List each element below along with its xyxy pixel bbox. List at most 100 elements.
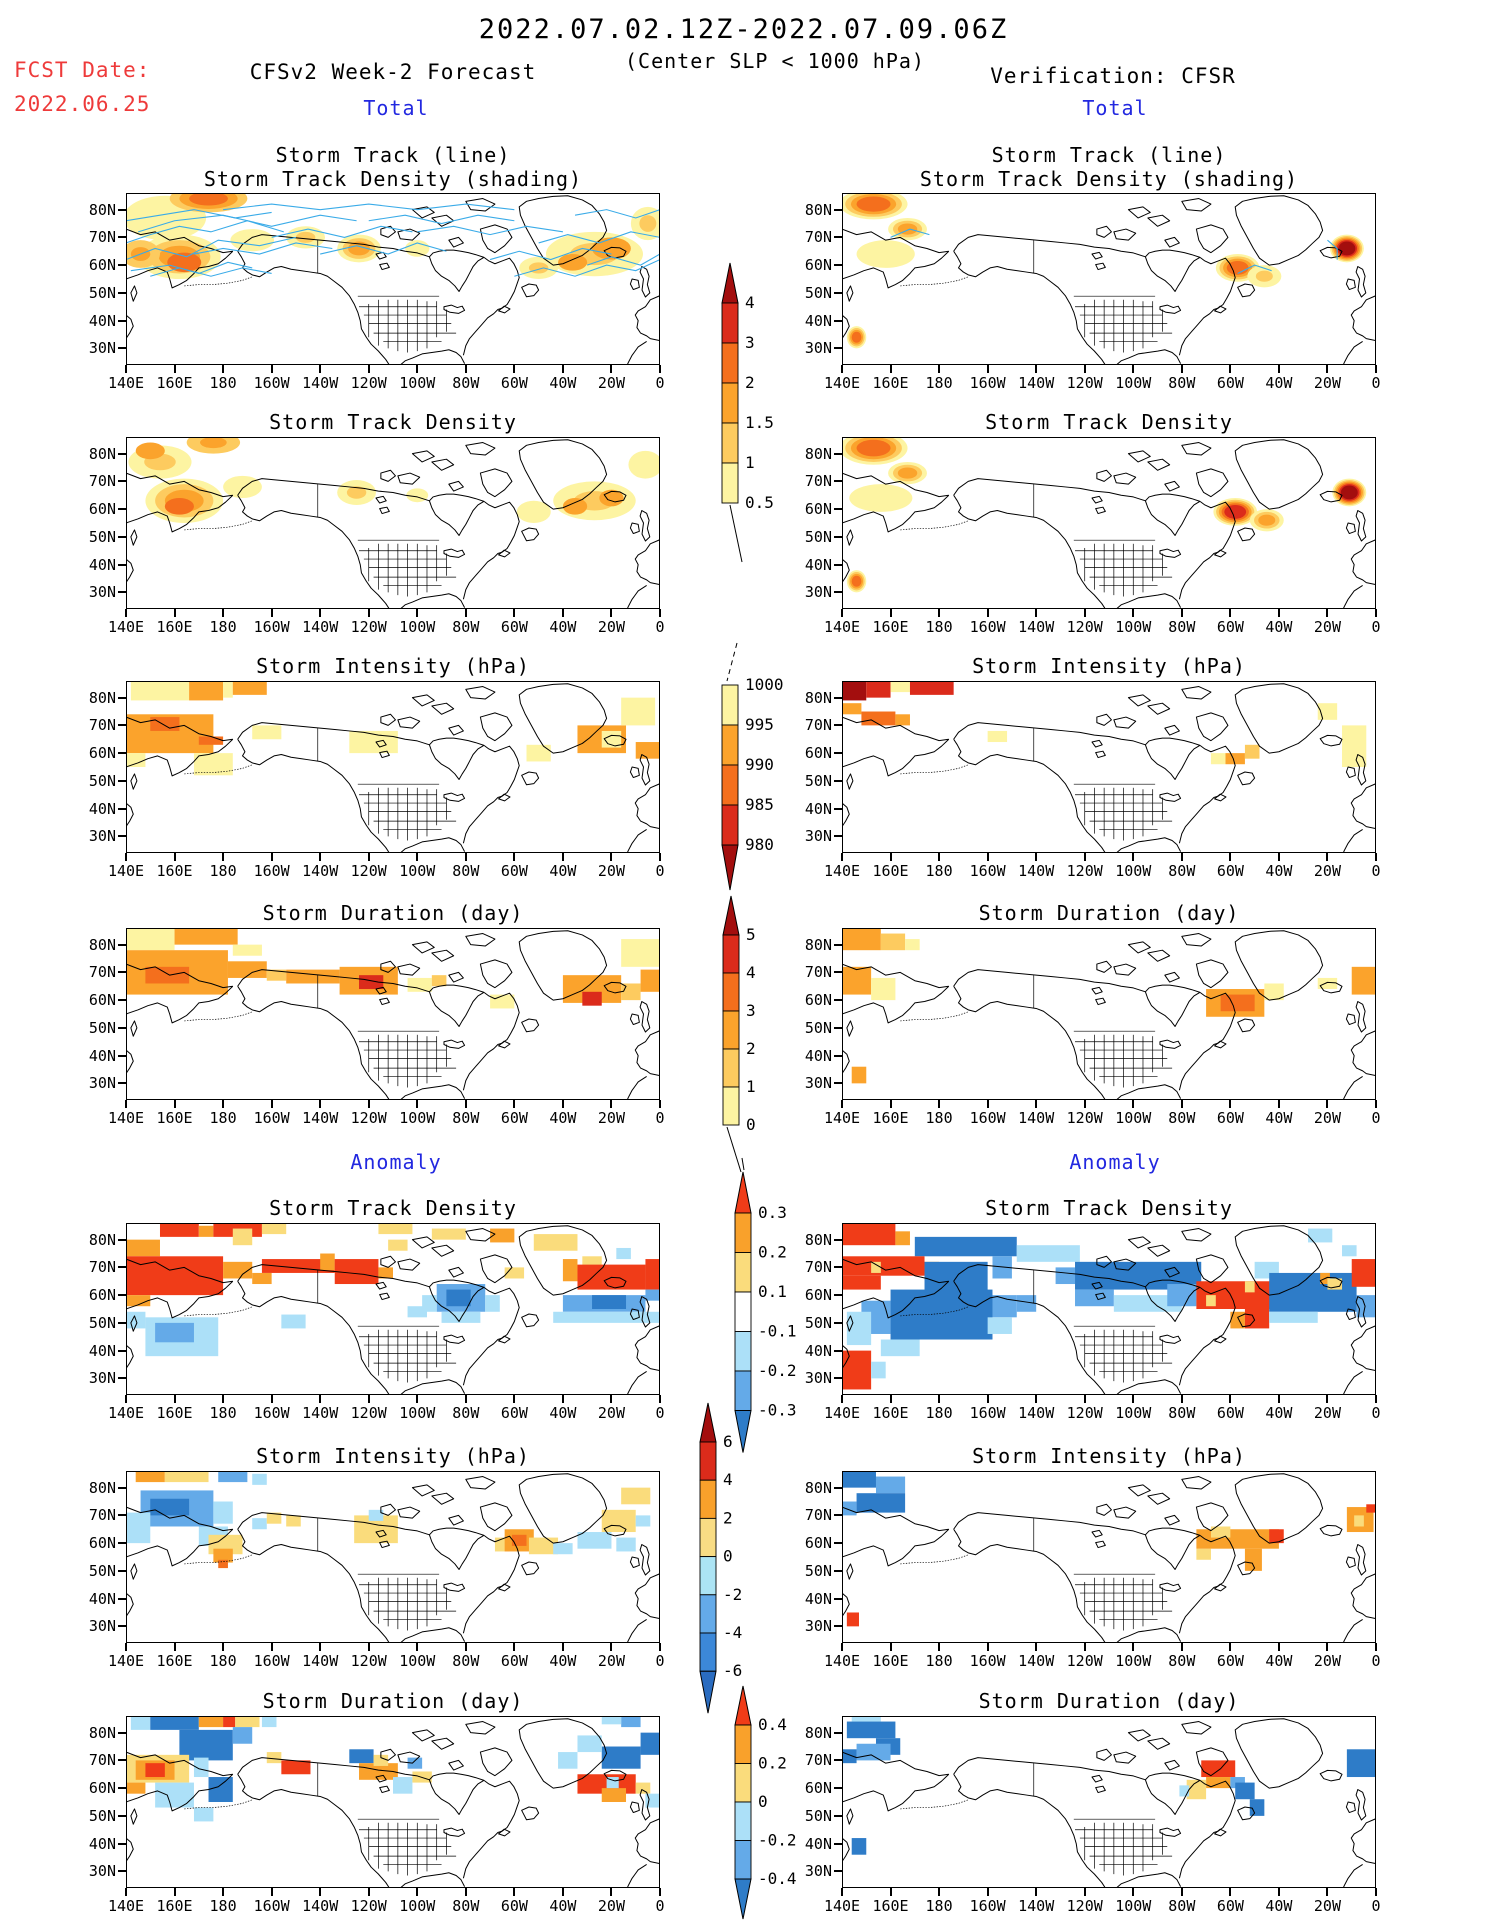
lon-tick: [889, 609, 892, 617]
lat-tick-label: 30N: [88, 827, 116, 846]
lon-tick: [416, 609, 419, 617]
lat-tick: [118, 1814, 126, 1817]
lon-tick: [1083, 1643, 1086, 1651]
lon-tick: [1180, 609, 1183, 617]
lon-tick-label: 140W: [302, 1404, 339, 1422]
lon-tick: [1132, 1395, 1135, 1403]
lat-tick: [834, 752, 842, 755]
lon-tick-label: 140W: [1018, 1109, 1055, 1127]
lon-tick: [1277, 365, 1280, 373]
lon-tick-label: 120W: [350, 862, 387, 880]
lon-tick: [513, 1643, 516, 1651]
lon-tick: [125, 365, 127, 373]
colorbar-anomaly-intensity: 6 4 2 0 -2 -4 -6: [699, 1402, 742, 1714]
lat-tick-label: 60N: [804, 744, 832, 763]
panel-title: Storm Track Density: [985, 1196, 1233, 1220]
lon-tick-label: 140E: [823, 862, 861, 880]
lat-tick-label: 30N: [88, 339, 116, 358]
lon-tick: [319, 1395, 322, 1403]
lat-tick: [834, 696, 842, 699]
lon-tick: [561, 1888, 564, 1896]
lon-tick: [270, 1395, 273, 1403]
lon-tick: [1277, 1643, 1280, 1651]
lon-tick-label: 120W: [1066, 374, 1103, 392]
lon-tick-label: 0: [1371, 1404, 1381, 1422]
lat-tick-label: 60N: [88, 1534, 116, 1553]
section-anomaly-left: Anomaly: [350, 1150, 442, 1174]
lon-tick-label: 0: [655, 862, 665, 880]
lon-tick-label: 40W: [549, 1109, 577, 1127]
lon-tick-label: 0: [1371, 862, 1381, 880]
lon-tick-label: 180: [209, 618, 237, 636]
lon-tick-label: 140W: [1018, 374, 1055, 392]
verif-anomaly-intensity: Storm Intensity (hPa) 80N 70N 60N 50N 40N 30N 1…: [805, 1444, 1381, 1670]
lat-tick-label: 80N: [804, 1478, 832, 1497]
colorbar-tick-label: 1: [746, 1077, 756, 1096]
lat-tick-label: 70N: [804, 963, 832, 982]
lat-tick-label: 50N: [88, 1018, 116, 1037]
lon-tick: [1326, 1643, 1329, 1651]
lat-tick-label: 30N: [804, 1862, 832, 1881]
lat-tick: [118, 480, 126, 483]
lat-tick-label: 40N: [88, 1834, 116, 1853]
lon-tick: [986, 853, 989, 861]
lon-tick-label: 160E: [156, 1109, 193, 1127]
lon-tick-label: 120W: [350, 374, 387, 392]
lon-tick-label: 140E: [823, 1404, 861, 1422]
lon-tick-label: 80W: [452, 1897, 480, 1915]
lat-tick: [118, 563, 126, 566]
colorbar-tick-label: 6: [723, 1432, 733, 1451]
lat-tick: [118, 591, 126, 594]
lat-tick: [834, 563, 842, 566]
lat-tick-label: 40N: [804, 1834, 832, 1853]
lon-tick: [367, 1888, 370, 1896]
fcst-storm-track-density-map: [126, 437, 660, 609]
lon-tick: [938, 1395, 941, 1403]
panel-title: Storm Track Density: [269, 410, 517, 434]
lat-tick: [834, 480, 842, 483]
lat-tick: [834, 1294, 842, 1297]
lon-tick-label: 180: [209, 1652, 237, 1670]
lon-tick-label: 0: [655, 618, 665, 636]
colorbar-tick-label: 3: [746, 1001, 756, 1020]
lon-tick: [938, 609, 941, 617]
lat-tick-label: 80N: [88, 688, 116, 707]
lat-tick: [118, 291, 126, 294]
lon-tick: [367, 1395, 370, 1403]
lat-tick: [118, 1759, 126, 1762]
lon-tick-label: 0: [1371, 1109, 1381, 1127]
section-total-right: Total: [1082, 96, 1148, 120]
lon-tick: [222, 1100, 225, 1108]
lat-tick: [118, 1294, 126, 1297]
lat-tick: [118, 319, 126, 322]
lat-tick-label: 40N: [88, 799, 116, 818]
lat-tick-label: 80N: [804, 1723, 832, 1742]
lon-tick: [222, 609, 225, 617]
lon-tick-label: 180: [925, 1897, 953, 1915]
fcst-storm-intensity-map: [126, 681, 660, 853]
lon-tick-label: 20W: [1313, 1109, 1341, 1127]
lon-tick-label: 80W: [452, 862, 480, 880]
lon-tick: [889, 1643, 892, 1651]
lon-tick-label: 40W: [549, 618, 577, 636]
lon-tick: [416, 853, 419, 861]
lon-tick-label: 160W: [253, 374, 290, 392]
lon-tick-label: 140E: [107, 1652, 145, 1670]
lon-tick: [464, 1100, 467, 1108]
lon-tick: [513, 609, 516, 617]
verif-anomaly-duration-map: [842, 1716, 1376, 1888]
colorbar-tick-label: 1000: [745, 675, 784, 694]
lat-tick: [118, 1542, 126, 1545]
lon-tick-label: 160W: [253, 862, 290, 880]
lat-tick: [118, 347, 126, 350]
lon-tick-label: 40W: [1265, 1109, 1293, 1127]
lat-tick-label: 70N: [88, 228, 116, 247]
verif-storm-intensity: Storm Intensity (hPa) 80N 70N 60N 50N 40N 30N 1…: [805, 654, 1381, 880]
lon-tick: [270, 1888, 273, 1896]
lon-tick: [513, 1888, 516, 1896]
lon-tick-label: 60W: [500, 374, 528, 392]
lat-tick-label: 70N: [804, 472, 832, 491]
lat-tick-label: 50N: [804, 1806, 832, 1825]
lat-tick-label: 50N: [804, 527, 832, 546]
